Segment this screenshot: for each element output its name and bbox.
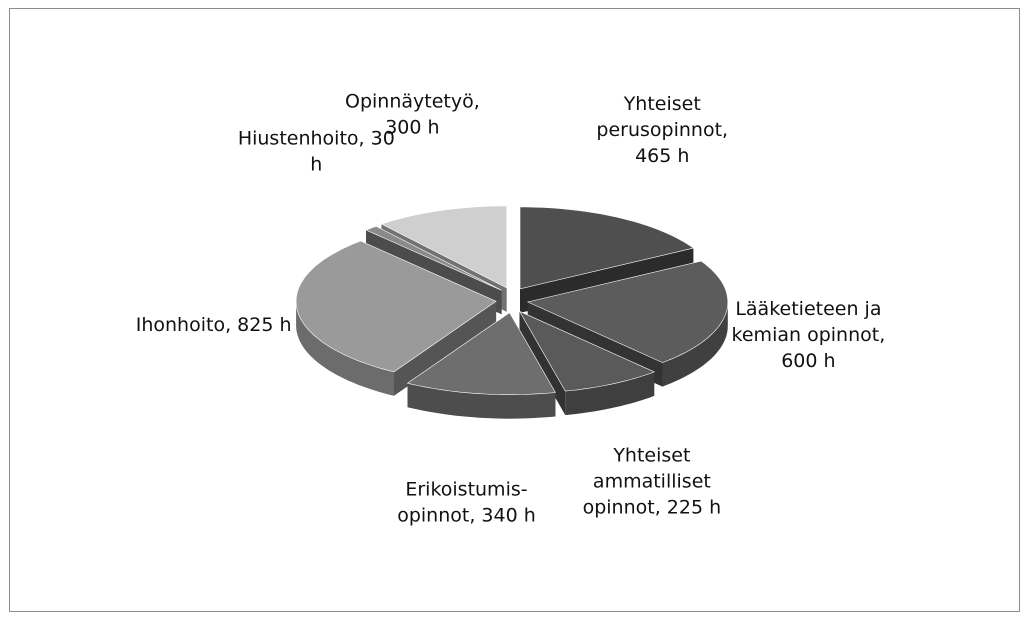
data-label-line: opinnot, 225 h — [583, 497, 722, 519]
data-label-line: kemian opinnot, — [732, 324, 886, 346]
slice-rim — [565, 371, 655, 416]
data-label: Yhteiset perusopinnot, 465 h — [596, 93, 728, 167]
data-label-line: Ihonhoito, 825 h — [136, 314, 292, 336]
data-label-line: 300 h — [385, 116, 439, 138]
data-label-line: Yhteiset — [612, 445, 690, 467]
data-label-line: Lääketieteen ja — [735, 298, 881, 320]
pie-slice — [519, 206, 695, 290]
pie-slice — [518, 310, 655, 392]
data-label-line: Yhteiset — [623, 93, 701, 115]
data-label: Erikoistumis-opinnot, 340 h — [397, 479, 536, 527]
data-label-line: perusopinnot, — [596, 119, 728, 141]
slice-rim — [407, 383, 556, 419]
data-label-line: opinnot, 340 h — [397, 505, 536, 527]
data-label-line: Erikoistumis- — [405, 479, 527, 501]
pie-slice — [526, 260, 729, 363]
slice-cut-face — [519, 311, 566, 416]
slice-cut-face — [394, 301, 497, 396]
data-label: Ihonhoito, 825 h — [136, 314, 292, 336]
data-label-line: h — [310, 154, 322, 176]
pie-slice — [365, 226, 502, 291]
data-label: Yhteiset ammatilliset opinnot, 225 h — [583, 445, 722, 519]
pie-slice — [406, 312, 556, 396]
data-labels: Yhteiset perusopinnot, 465 h Lääketieteen j… — [136, 90, 886, 526]
data-label-line: Opinnäytetyö, — [345, 90, 480, 112]
chart-frame — [9, 8, 1020, 612]
slice-rim — [662, 302, 728, 387]
data-label: Opinnäytetyö, 300 h — [345, 90, 480, 138]
data-label-line: ammatilliset — [593, 471, 711, 493]
data-label: Lääketieteen ja kemian opinnot, 600 h — [732, 298, 886, 372]
data-label: Hiustenhoito, 30 h — [238, 128, 395, 176]
pie-slice — [295, 240, 497, 373]
pie-slice — [380, 205, 507, 289]
data-label-line: 600 h — [781, 350, 835, 372]
data-label-line: Hiustenhoito, 30 — [238, 128, 395, 150]
slice-rim — [296, 301, 394, 396]
pie-tops — [295, 205, 729, 396]
data-label-line: 465 h — [635, 145, 689, 167]
